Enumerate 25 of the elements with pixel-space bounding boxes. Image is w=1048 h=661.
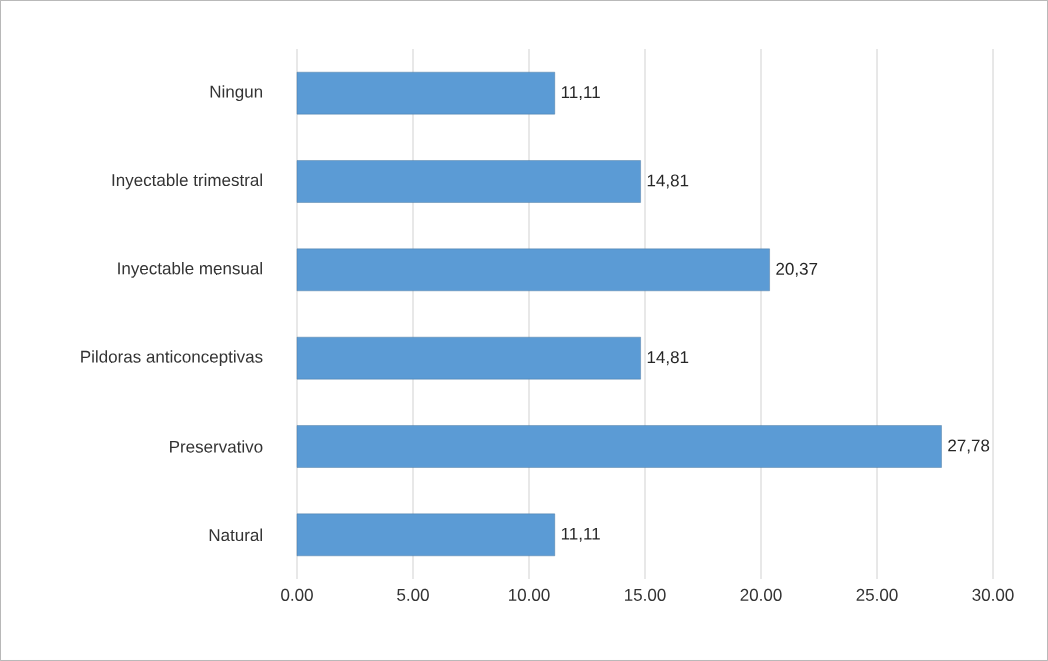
x-tick-label: 25.00 [856,588,898,601]
bar [296,336,641,380]
data-label: 14,81 [647,351,689,366]
y-tick-label: Natural [209,528,262,542]
y-tick-label: Pildoras anticonceptivas [81,350,263,367]
y-tick-label: Inyectable trimestral [112,173,262,190]
y-tick-label: Ningun [210,85,263,102]
y-tick-label: Preservativo [170,440,263,453]
x-tick-label: 20.00 [740,588,782,601]
data-label: 27,78 [948,439,990,454]
data-label: 11,11 [561,86,600,101]
data-label: 20,37 [776,262,818,277]
bar [296,160,641,203]
x-tick-label: 30.00 [972,588,1014,601]
bar [296,425,942,468]
bar [296,513,555,557]
data-label: 14,81 [647,174,689,189]
y-tick-label: Inyectable mensual [118,261,262,278]
data-label: 11,11 [561,527,600,542]
x-tick-label: 5.00 [397,588,429,601]
bar [296,248,770,292]
x-tick-label: 0.00 [281,588,313,601]
bar [296,71,555,115]
x-tick-label: 15.00 [625,588,666,601]
x-tick-label: 10.00 [509,588,550,601]
